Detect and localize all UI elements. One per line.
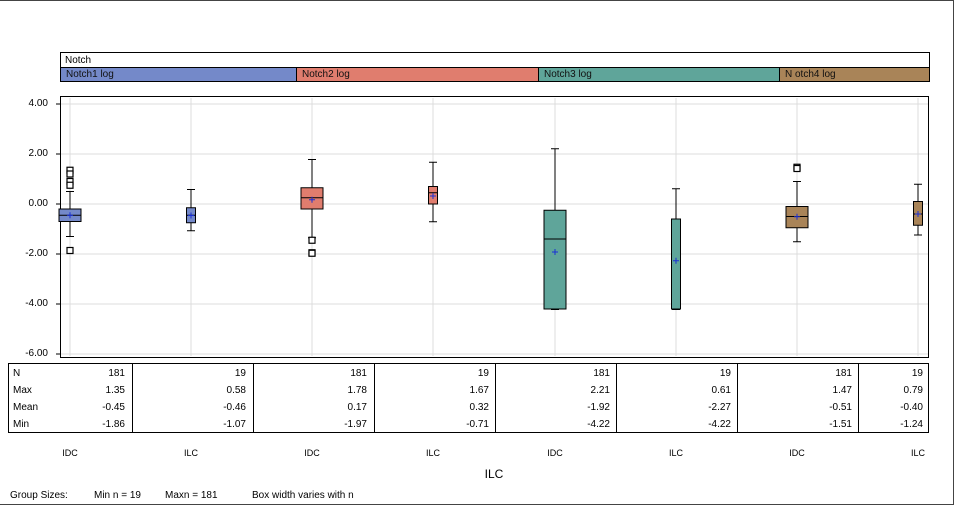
stat-row-label-min: Min [13, 419, 30, 430]
y-tick-label: -6.00 [25, 348, 48, 359]
y-tick-label: -4.00 [25, 298, 48, 309]
outlier-point [66, 246, 74, 255]
outlier-point [793, 164, 801, 173]
x-category-label: ILC [425, 448, 440, 458]
box [671, 218, 681, 310]
stat-cell-n: 19 [234, 368, 246, 379]
stats-column-divider [374, 364, 375, 432]
stat-cell-min: -4.22 [708, 419, 731, 430]
y-tick-label: 2.00 [28, 148, 48, 159]
y-tick-label: -2.00 [25, 248, 48, 259]
outlier-point [66, 181, 74, 189]
stat-cell-mean: -0.51 [829, 402, 852, 413]
stat-cell-max: 0.79 [903, 385, 923, 396]
stat-cell-n: 181 [108, 368, 125, 379]
x-category-label: IDC [789, 448, 805, 458]
outlier-point [66, 170, 74, 178]
panel-strip-notch4: N otch4 log [780, 67, 929, 81]
stat-cell-n: 19 [719, 368, 731, 379]
x-category-label: ILC [183, 448, 198, 458]
stat-cell-mean: 0.17 [347, 402, 367, 413]
stat-cell-max: 1.47 [832, 385, 852, 396]
stat-cell-n: 181 [593, 368, 610, 379]
box [543, 209, 567, 310]
stat-cell-mean: -0.45 [102, 402, 125, 413]
stat-cell-min: -1.51 [829, 419, 852, 430]
stats-column-divider [737, 364, 738, 432]
stat-cell-n: 181 [350, 368, 367, 379]
stat-cell-max: 1.67 [469, 385, 489, 396]
stat-row-label-n: N [13, 368, 21, 379]
stat-cell-min: -1.97 [344, 419, 367, 430]
panel-title: Notch [65, 55, 92, 66]
panel-strip-notch2: Notch2 log [297, 67, 539, 81]
plot-area [60, 96, 929, 358]
footer-group-sizes: Group Sizes: [10, 490, 68, 501]
stats-column-divider [253, 364, 254, 432]
x-category-label: IDC [304, 448, 320, 458]
x-category-label: ILC [910, 448, 925, 458]
stat-cell-min: -1.07 [223, 419, 246, 430]
stat-cell-mean: -0.40 [900, 402, 923, 413]
stat-row-label-mean: Mean [13, 402, 39, 413]
x-category-label: IDC [547, 448, 563, 458]
stat-cell-mean: 0.32 [469, 402, 489, 413]
y-tick-label: 0.00 [28, 198, 48, 209]
stat-cell-max: 1.78 [347, 385, 367, 396]
x-axis-label: ILC [484, 467, 504, 481]
x-category-label: IDC [62, 448, 78, 458]
x-category-label: ILC [668, 448, 683, 458]
stat-row-label-max: Max [13, 385, 32, 396]
footer-min-n: Min n = 19 [94, 490, 141, 501]
stat-cell-max: 0.61 [711, 385, 731, 396]
y-tick-label: 4.00 [28, 98, 48, 109]
footer-max-n: Maxn = 181 [165, 490, 218, 501]
stat-cell-min: -1.86 [102, 419, 125, 430]
outlier-point [308, 249, 316, 257]
stat-cell-max: 0.58 [226, 385, 246, 396]
stat-cell-mean: -2.27 [708, 402, 731, 413]
panel-strip-notch1: Notch1 log [61, 67, 297, 81]
stat-cell-max: 1.35 [105, 385, 125, 396]
stats-column-divider [858, 364, 859, 432]
stat-cell-mean: -0.46 [223, 402, 246, 413]
outlier-point [308, 236, 316, 244]
stat-cell-min: -1.24 [900, 419, 923, 430]
stat-cell-max: 2.21 [590, 385, 610, 396]
stat-cell-min: -0.71 [466, 419, 489, 430]
panel-header: Notch Notch1 log Notch2 log Notch3 log N… [60, 52, 930, 82]
stats-table: N Max Mean Min 181 1.35 -0.45 -1.86 19 0.58 -0… [8, 363, 929, 433]
stats-column-divider [616, 364, 617, 432]
stats-column-divider [495, 364, 496, 432]
panel-strip-notch3: Notch3 log [539, 67, 780, 81]
stat-cell-n: 19 [911, 368, 923, 379]
stat-cell-min: -4.22 [587, 419, 610, 430]
stat-cell-n: 181 [835, 368, 852, 379]
footer-note: Box width varies with n [252, 490, 354, 501]
stat-cell-n: 19 [477, 368, 489, 379]
stat-cell-mean: -1.92 [587, 402, 610, 413]
stats-column-divider [132, 364, 133, 432]
